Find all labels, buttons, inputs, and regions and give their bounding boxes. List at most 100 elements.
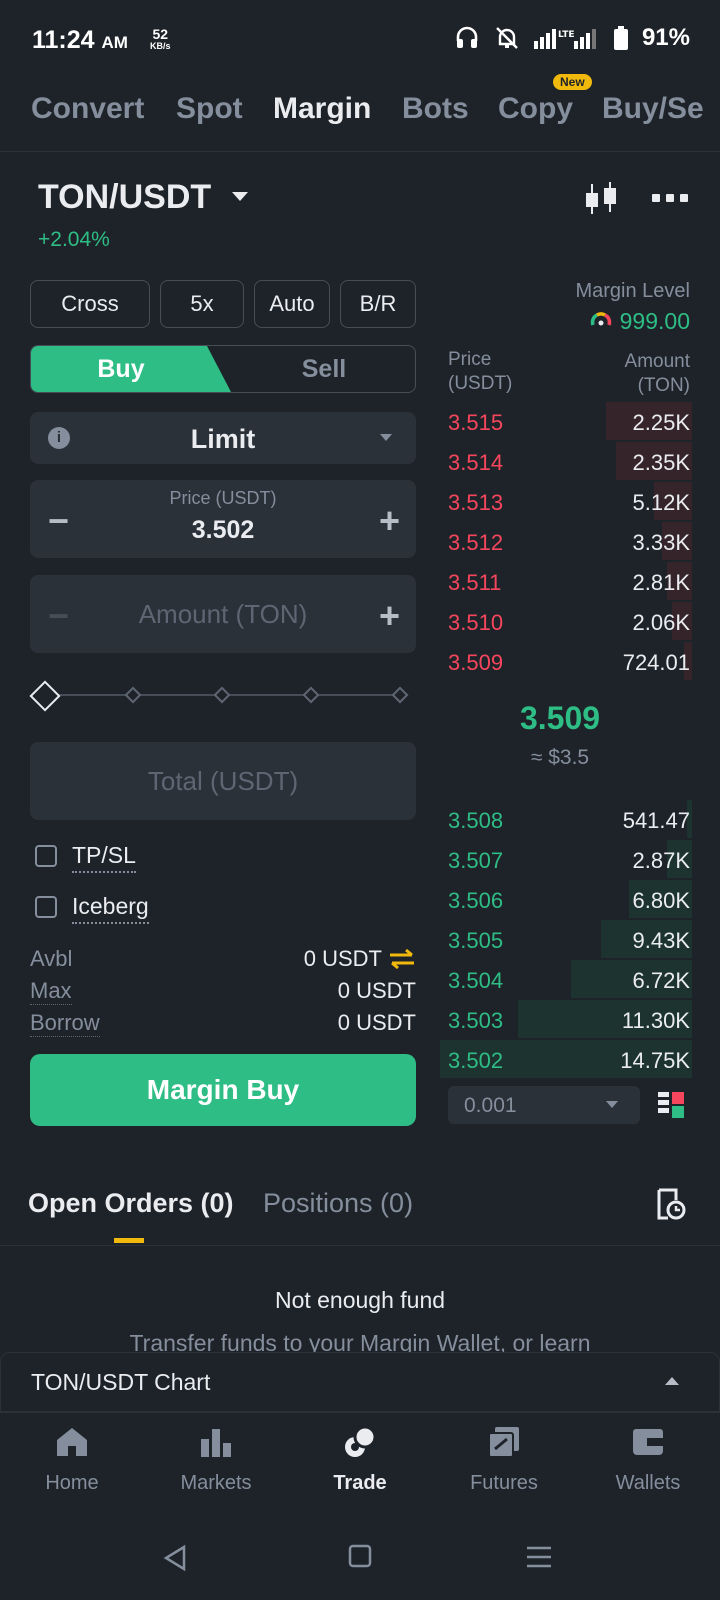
price-decrement-button[interactable]: − bbox=[48, 500, 70, 541]
home-icon bbox=[57, 1428, 87, 1456]
nav-trade[interactable]: Trade bbox=[288, 1425, 432, 1495]
iceberg-checkbox[interactable] bbox=[35, 896, 57, 918]
last-price-usd: ≈ $3.5 bbox=[530, 746, 590, 769]
back-icon[interactable] bbox=[162, 1544, 188, 1572]
sell-tab[interactable]: Sell bbox=[301, 354, 347, 383]
ask-depth-bar bbox=[684, 642, 692, 680]
leverage-button[interactable]: 5x bbox=[160, 280, 244, 328]
bid-depth-bar bbox=[440, 1040, 692, 1078]
ask-depth-bar bbox=[666, 562, 692, 600]
nav-futures[interactable]: Futures bbox=[432, 1425, 576, 1495]
bottom-navigation: Home Markets Trade Futures Wallets bbox=[0, 1412, 720, 1516]
candlestick-chart-icon[interactable] bbox=[582, 182, 622, 216]
ask-amount: 5.12K bbox=[632, 490, 691, 515]
tab-margin[interactable]: Margin bbox=[273, 92, 372, 125]
margin-buy-button[interactable]: Margin Buy bbox=[30, 1054, 416, 1126]
slider-handle[interactable] bbox=[29, 680, 61, 712]
bid-row[interactable]: 3.503 11.30K bbox=[440, 1000, 692, 1040]
new-badge: New bbox=[553, 74, 592, 90]
buy-tab[interactable]: Buy bbox=[31, 346, 231, 392]
price-increment-button[interactable]: + bbox=[378, 500, 400, 541]
order-type-select[interactable]: i Limit bbox=[30, 412, 416, 464]
bid-price: 3.505 bbox=[448, 928, 504, 953]
bid-amount: 541.47 bbox=[622, 808, 690, 833]
empty-state-subtitle: Transfer funds to your Margin Wallet, or… bbox=[129, 1330, 591, 1352]
borrow-label[interactable]: Borrow bbox=[30, 1010, 100, 1037]
ask-row[interactable]: 3.509 724.01 bbox=[440, 642, 692, 682]
caret-down-icon[interactable] bbox=[232, 192, 248, 201]
ask-price: 3.514 bbox=[448, 450, 504, 475]
borrow-repay-button[interactable]: B/R bbox=[340, 280, 416, 328]
iceberg-label[interactable]: Iceberg bbox=[72, 893, 149, 924]
empty-state-title: Not enough fund bbox=[274, 1287, 446, 1313]
price-input[interactable]: − Price (USDT) 3.502 + bbox=[30, 480, 416, 558]
bid-row[interactable]: 3.506 6.80K bbox=[440, 880, 692, 920]
bid-row[interactable]: 3.502 14.75K bbox=[440, 1040, 692, 1080]
orderbook-layout-icon[interactable] bbox=[658, 1092, 684, 1118]
margin-mode-button[interactable]: Cross bbox=[30, 280, 150, 328]
signal-lte-icon: LTE bbox=[533, 29, 596, 49]
price-value[interactable]: 3.502 bbox=[191, 516, 255, 544]
pair-selector[interactable]: TON/USDT bbox=[38, 178, 212, 216]
total-input[interactable]: Total (USDT) bbox=[30, 742, 416, 820]
ask-row[interactable]: 3.512 3.33K bbox=[440, 522, 692, 562]
tab-convert[interactable]: Convert bbox=[31, 92, 145, 125]
ask-row[interactable]: 3.513 5.12K bbox=[440, 482, 692, 522]
ask-row[interactable]: 3.515 2.25K bbox=[440, 402, 692, 442]
info-icon[interactable]: i bbox=[48, 427, 70, 449]
bid-row[interactable]: 3.508 541.47 bbox=[440, 800, 692, 840]
tab-spot[interactable]: Spot bbox=[176, 92, 243, 125]
bid-price: 3.503 bbox=[448, 1008, 504, 1033]
total-placeholder[interactable]: Total (USDT) bbox=[147, 766, 299, 796]
amount-placeholder[interactable]: Amount (TON) bbox=[138, 599, 308, 629]
amount-decrement-button[interactable]: − bbox=[48, 595, 70, 636]
margin-level-value: 999.00 bbox=[619, 308, 690, 334]
amount-input[interactable]: − Amount (TON) + bbox=[30, 575, 416, 653]
tab-open-orders[interactable]: Open Orders (0) bbox=[28, 1188, 234, 1218]
bid-depth-bar bbox=[629, 880, 692, 918]
nav-markets[interactable]: Markets bbox=[144, 1425, 288, 1495]
auto-borrow-button[interactable]: Auto bbox=[254, 280, 330, 328]
divider bbox=[0, 1245, 720, 1246]
nav-home[interactable]: Home bbox=[0, 1425, 144, 1495]
transfer-icon[interactable] bbox=[388, 948, 416, 970]
tab-positions[interactable]: Positions (0) bbox=[263, 1188, 414, 1218]
bid-row[interactable]: 3.507 2.87K bbox=[440, 840, 692, 880]
home-square-icon[interactable] bbox=[348, 1544, 372, 1568]
headset-icon bbox=[456, 26, 478, 48]
tpsl-label[interactable]: TP/SL bbox=[72, 842, 136, 873]
max-row: Max 0 USDT bbox=[30, 978, 416, 1006]
amount-increment-button[interactable]: + bbox=[378, 595, 400, 636]
ask-depth-bar bbox=[654, 482, 692, 520]
order-history-icon[interactable] bbox=[656, 1188, 686, 1220]
slider-mark-50[interactable] bbox=[213, 686, 231, 704]
clock: 11:24 AM bbox=[32, 26, 128, 54]
tick-size-value: 0.001 bbox=[464, 1094, 517, 1117]
tpsl-checkbox[interactable] bbox=[35, 845, 57, 867]
ask-row[interactable]: 3.510 2.06K bbox=[440, 602, 692, 642]
max-label[interactable]: Max bbox=[30, 978, 72, 1005]
bid-depth-bar bbox=[571, 960, 692, 998]
recents-icon[interactable] bbox=[526, 1544, 552, 1570]
ask-row[interactable]: 3.511 2.81K bbox=[440, 562, 692, 602]
bid-row[interactable]: 3.505 9.43K bbox=[440, 920, 692, 960]
tick-size-select[interactable]: 0.001 bbox=[448, 1086, 640, 1124]
tab-bots[interactable]: Bots bbox=[402, 92, 469, 125]
tab-copy[interactable]: Copy bbox=[498, 92, 573, 125]
nav-wallets[interactable]: Wallets bbox=[576, 1425, 720, 1495]
bid-amount: 6.80K bbox=[632, 888, 691, 913]
bid-depth-bar bbox=[686, 800, 692, 838]
ask-row[interactable]: 3.514 2.35K bbox=[440, 442, 692, 482]
tab-buy-sell[interactable]: Buy/Se bbox=[602, 92, 704, 125]
slider-mark-75[interactable] bbox=[302, 686, 320, 704]
svg-text:LTE: LTE bbox=[558, 30, 575, 40]
trade-type-tabs: Convert Spot Margin Bots Copy New Buy/Se bbox=[0, 74, 720, 152]
bid-amount: 6.72K bbox=[632, 968, 691, 993]
bid-row[interactable]: 3.504 6.72K bbox=[440, 960, 692, 1000]
chevron-up-icon[interactable] bbox=[665, 1377, 679, 1385]
slider-mark-25[interactable] bbox=[124, 686, 142, 704]
chart-drawer[interactable]: TON/USDT Chart bbox=[0, 1352, 720, 1412]
more-options-icon[interactable] bbox=[652, 194, 688, 204]
slider-mark-100[interactable] bbox=[391, 686, 409, 704]
bid-amount: 14.75K bbox=[620, 1048, 690, 1073]
